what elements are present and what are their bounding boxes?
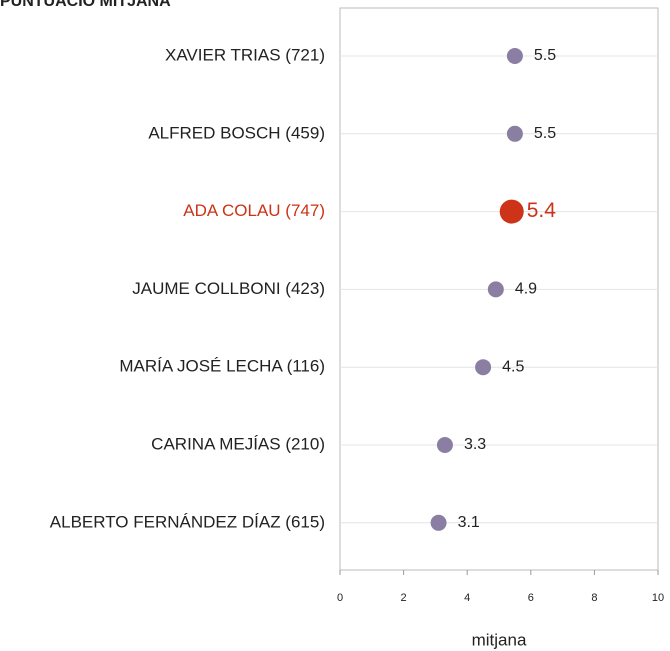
dot (436, 437, 453, 453)
dot (487, 281, 504, 298)
dot (506, 125, 523, 142)
category-label: CARINA MEJÍAS (210) (151, 434, 325, 453)
category-label: JAUME COLLBONI (423) (132, 279, 325, 298)
x-axis-label: mitjana (472, 630, 527, 649)
value-label: 3.3 (464, 436, 486, 453)
value-label: 5.5 (534, 47, 556, 64)
category-label: ALFRED BOSCH (459) (148, 123, 325, 142)
x-tick-label: 4 (464, 592, 470, 604)
x-tick-label: 6 (528, 592, 534, 604)
value-label: 4.9 (515, 281, 537, 298)
dot (475, 359, 492, 376)
value-label: 5.5 (534, 125, 556, 142)
x-tick-label: 0 (337, 592, 343, 604)
value-label: 5.4 (527, 199, 557, 222)
value-label: 3.1 (458, 514, 480, 531)
category-label: MARÍA JOSÉ LECHA (116) (119, 357, 325, 376)
category-label: ADA COLAU (747) (183, 201, 325, 220)
category-label: XAVIER TRIAS (721) (165, 45, 325, 64)
x-tick-label: 8 (591, 592, 597, 604)
x-tick-label: 10 (652, 592, 664, 604)
dot (499, 199, 524, 224)
chart-title: PUNTUACIÓ MITJANA (0, 0, 171, 10)
dot (506, 48, 523, 64)
x-tick-label: 2 (401, 592, 407, 604)
dot (430, 514, 447, 531)
category-label: ALBERTO FERNÁNDEZ DÍAZ (615) (50, 512, 325, 531)
value-label: 4.5 (502, 358, 524, 375)
